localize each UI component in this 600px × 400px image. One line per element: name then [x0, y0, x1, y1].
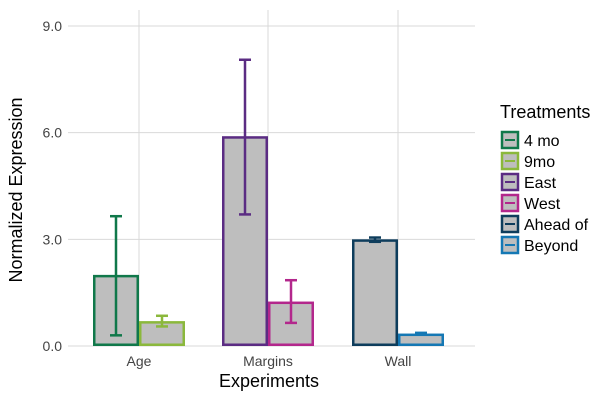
x-tick-label: Age: [127, 353, 152, 369]
error-bars: [110, 58, 427, 337]
bar: [352, 239, 398, 347]
y-tick-label: 3.0: [43, 231, 63, 247]
legend-label: 4 mo: [524, 133, 560, 150]
legend-label: West: [524, 196, 561, 213]
bar: [398, 333, 444, 346]
x-axis-ticks: Age Margins Wall: [127, 353, 412, 369]
y-tick-label: 6.0: [43, 125, 63, 141]
y-tick-label: 0.0: [43, 338, 63, 354]
legend-title: Treatments: [500, 102, 590, 122]
x-tick-label: Margins: [243, 353, 293, 369]
legend-label: 9mo: [524, 154, 555, 171]
y-axis-ticks: 0.0 3.0 6.0 9.0: [43, 18, 63, 354]
legend-label: East: [524, 175, 557, 192]
legend-label: Ahead of: [524, 217, 589, 234]
y-tick-label: 9.0: [43, 18, 63, 34]
legend: Treatments 4 mo 9mo East West Ahead of Beyond: [500, 102, 590, 255]
bars: [93, 136, 444, 347]
legend-label: Beyond: [524, 238, 578, 255]
x-tick-label: Wall: [385, 353, 412, 369]
y-axis-title: Normalized Expression: [6, 97, 26, 282]
x-axis-title: Experiments: [219, 371, 319, 391]
